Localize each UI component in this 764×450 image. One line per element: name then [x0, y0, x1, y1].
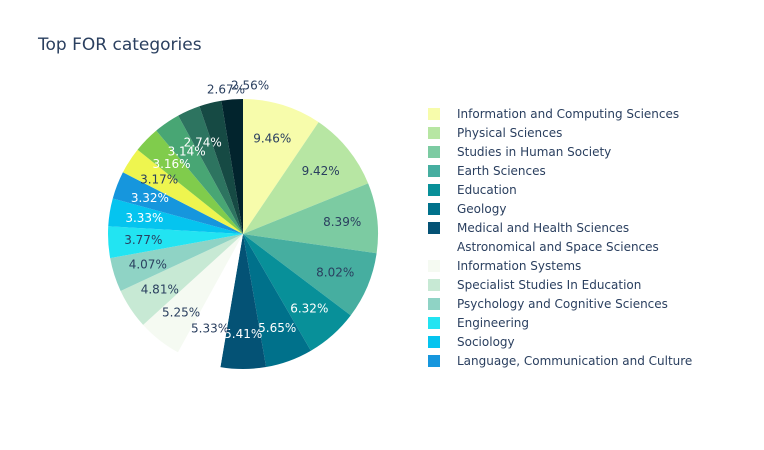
legend-item-label[interactable]: Medical and Health Sciences: [457, 221, 629, 235]
legend-item-label[interactable]: Language, Communication and Culture: [457, 354, 692, 368]
legend-swatch[interactable]: [428, 298, 440, 310]
legend-item-label[interactable]: Engineering: [457, 316, 529, 330]
slice-percent-label: 5.33%: [191, 321, 229, 335]
legend-swatch[interactable]: [428, 203, 440, 215]
legend-item-label[interactable]: Sociology: [457, 335, 515, 349]
slice-percent-label: 5.65%: [258, 321, 296, 335]
legend-item-label[interactable]: Earth Sciences: [457, 164, 546, 178]
slice-percent-label: 5.25%: [162, 305, 200, 319]
legend: Information and Computing Sciences Physic…: [428, 107, 692, 368]
slice-percent-label: 3.77%: [124, 233, 162, 247]
legend-item-label[interactable]: Studies in Human Society: [457, 145, 611, 159]
legend-swatch[interactable]: [428, 222, 440, 234]
slice-percent-label: 5.41%: [224, 327, 262, 341]
legend-item-label[interactable]: Physical Sciences: [457, 126, 562, 140]
legend-swatch[interactable]: [428, 279, 440, 291]
legend-swatch[interactable]: [428, 184, 440, 196]
slice-percent-label: 8.02%: [316, 265, 354, 279]
legend-swatch[interactable]: [428, 108, 440, 120]
legend-swatch[interactable]: [428, 336, 440, 348]
legend-item-label[interactable]: Information and Computing Sciences: [457, 107, 679, 121]
legend-item-label[interactable]: Astronomical and Space Sciences: [457, 240, 659, 254]
legend-item-label[interactable]: Specialist Studies In Education: [457, 278, 641, 292]
slice-percent-label: 8.39%: [323, 215, 361, 229]
slice-percent-label: 4.81%: [141, 282, 179, 296]
legend-item-label[interactable]: Education: [457, 183, 517, 197]
legend-swatch[interactable]: [428, 260, 440, 272]
legend-swatch[interactable]: [428, 355, 440, 367]
legend-swatch[interactable]: [428, 317, 440, 329]
slice-percent-label: 3.32%: [131, 191, 169, 205]
legend-swatch[interactable]: [428, 165, 440, 177]
slice-percent-label: 9.42%: [302, 164, 340, 178]
slice-percent-label: 3.17%: [140, 173, 178, 187]
legend-item-label[interactable]: Psychology and Cognitive Sciences: [457, 297, 668, 311]
legend-swatch[interactable]: [428, 241, 440, 253]
slice-percent-label: 6.32%: [290, 302, 328, 316]
legend-item-label[interactable]: Geology: [457, 202, 506, 216]
chart-title: Top FOR categories: [37, 35, 202, 55]
slice-percent-label: 9.46%: [253, 131, 291, 145]
slice-percent-label: 3.16%: [152, 157, 190, 171]
slice-percent-label: 3.33%: [125, 211, 163, 225]
legend-swatch[interactable]: [428, 127, 440, 139]
slice-percent-label: 2.74%: [184, 136, 222, 150]
slice-percent-label: 2.56%: [231, 78, 269, 92]
slice-percent-label: 4.07%: [129, 257, 167, 271]
legend-swatch[interactable]: [428, 146, 440, 158]
legend-item-label[interactable]: Information Systems: [457, 259, 581, 273]
